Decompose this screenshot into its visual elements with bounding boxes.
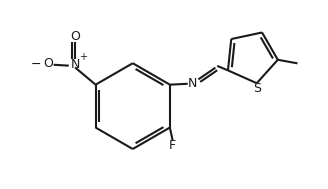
Text: N: N [188,77,197,90]
Text: N: N [71,58,80,71]
Text: −: − [31,58,41,71]
Text: O: O [70,30,80,43]
Text: O: O [43,57,53,70]
Text: F: F [169,139,176,152]
Text: S: S [253,82,261,95]
Text: +: + [79,52,87,62]
